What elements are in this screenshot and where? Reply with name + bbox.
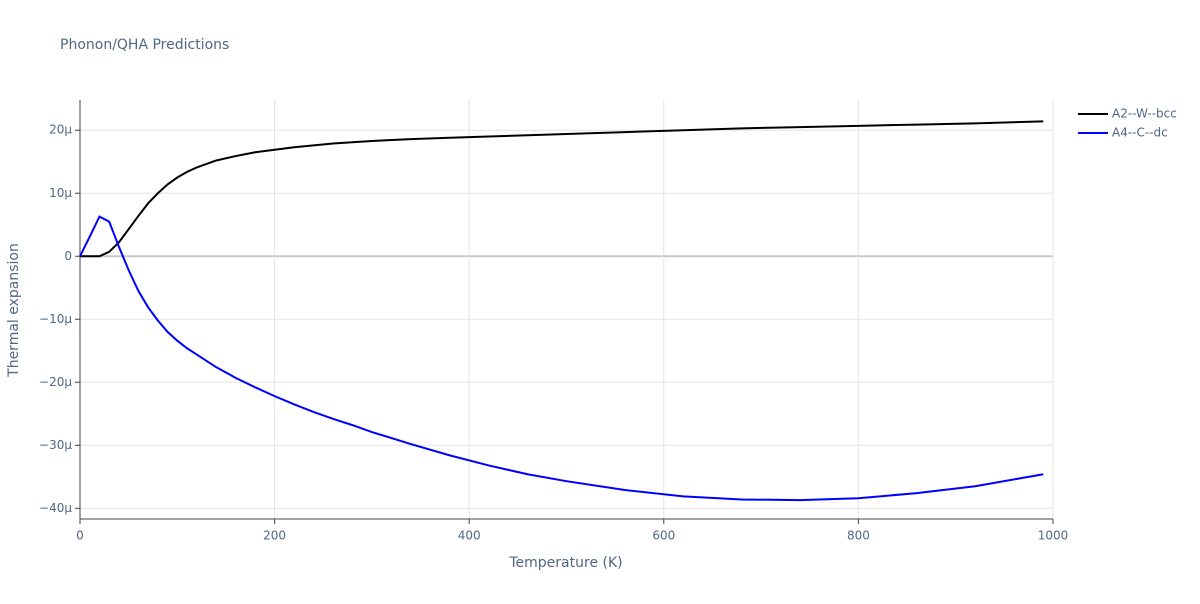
x-axis-title: Temperature (K) [508,555,622,571]
legend-label: A4--C--dc [1112,126,1168,140]
y-tick-label: 0 [64,249,72,263]
y-tick-label: −20µ [39,375,72,389]
y-tick-label: −30µ [39,438,72,452]
legend-label: A2--W--bcc [1112,107,1177,121]
x-tick-label: 0 [76,529,84,543]
line [79,215,1044,502]
x-tick-label: 1000 [1038,529,1069,543]
x-tick-label: 600 [652,529,675,543]
y-tick-label: −10µ [39,312,72,326]
x-tick-label: 400 [458,529,481,543]
y-axis-title: Thermal expansion [6,243,22,378]
line [80,120,1044,258]
x-tick-label: 200 [263,529,286,543]
chart-title: Phonon/QHA Predictions [60,37,229,53]
y-tick-label: −40µ [39,501,72,515]
x-tick-label: 800 [847,529,870,543]
y-tick-label: 10µ [49,186,72,200]
y-tick-label: 20µ [49,123,72,137]
